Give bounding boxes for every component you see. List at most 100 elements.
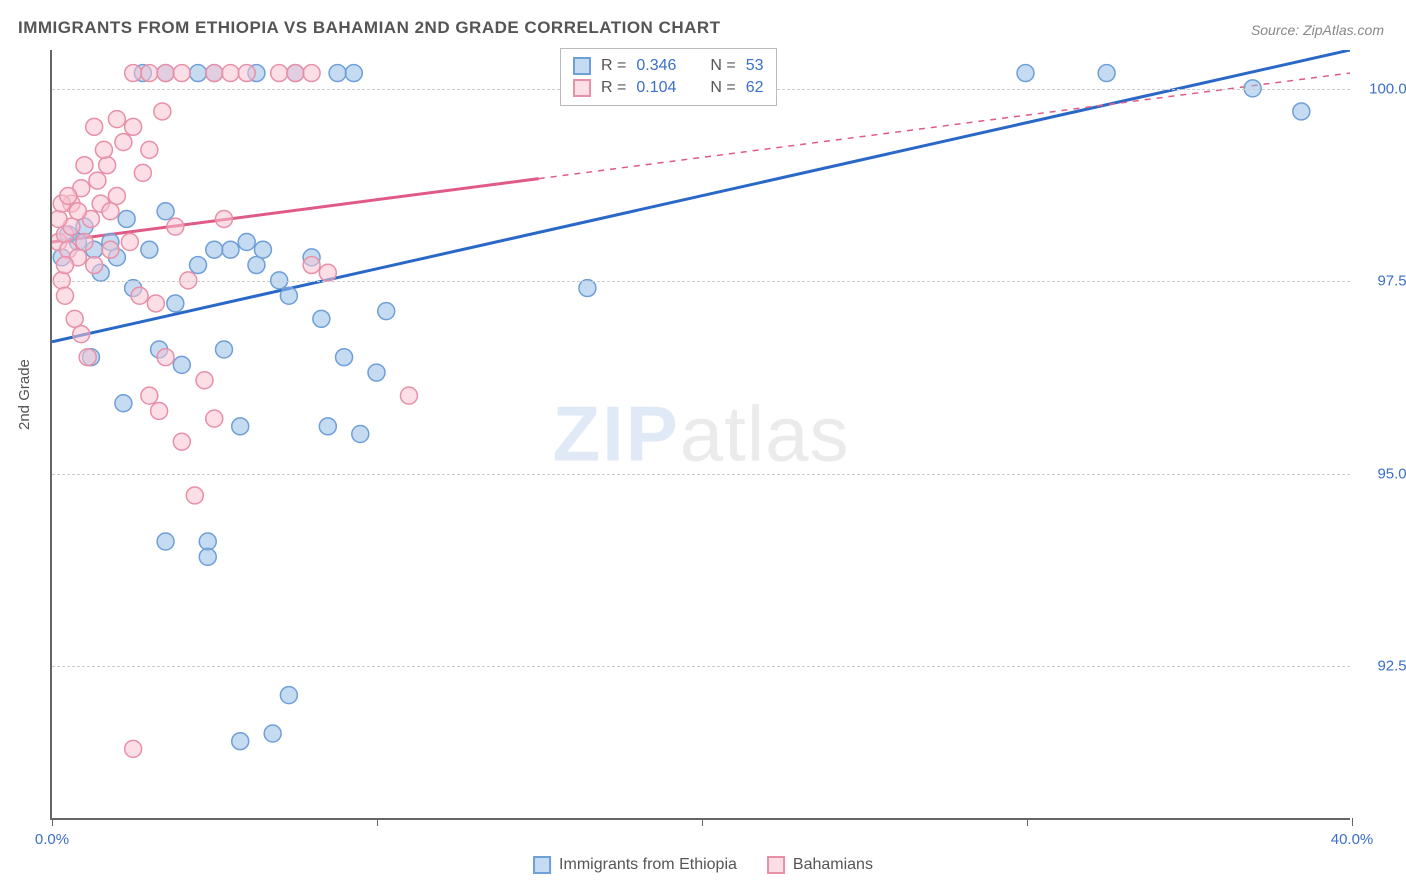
x-tick	[1027, 818, 1028, 826]
data-point	[336, 349, 353, 366]
legend-swatch	[767, 856, 785, 874]
data-point	[141, 65, 158, 82]
x-tick	[52, 818, 53, 826]
data-point	[167, 218, 184, 235]
data-point	[206, 65, 223, 82]
data-point	[199, 533, 216, 550]
y-axis-label: 2nd Grade	[16, 359, 33, 430]
chart-svg	[52, 50, 1350, 818]
data-point	[115, 395, 132, 412]
data-point	[190, 65, 207, 82]
data-point	[151, 402, 168, 419]
data-point	[215, 341, 232, 358]
data-point	[60, 187, 77, 204]
data-point	[95, 141, 112, 158]
data-point	[313, 310, 330, 327]
data-point	[1293, 103, 1310, 120]
correlation-stats-box: R = 0.346 N = 53 R = 0.104 N = 62	[560, 48, 777, 106]
data-point	[157, 533, 174, 550]
x-tick-label: 0.0%	[35, 831, 69, 848]
gridline-h	[52, 281, 1350, 282]
data-point	[222, 241, 239, 258]
y-tick-label: 97.5%	[1360, 273, 1406, 290]
data-point	[69, 203, 86, 220]
data-point	[73, 326, 90, 343]
data-point	[108, 187, 125, 204]
data-point	[131, 287, 148, 304]
data-point	[157, 203, 174, 220]
n-value: 53	[746, 57, 764, 75]
data-point	[287, 65, 304, 82]
data-point	[125, 118, 142, 135]
x-tick-label: 40.0%	[1331, 831, 1374, 848]
r-label: R =	[601, 57, 626, 75]
legend-item: Immigrants from Ethiopia	[533, 856, 737, 874]
data-point	[232, 418, 249, 435]
y-tick-label: 92.5%	[1360, 658, 1406, 675]
data-point	[134, 164, 151, 181]
r-value: 0.346	[636, 57, 676, 75]
n-value: 62	[746, 79, 764, 97]
data-point	[319, 418, 336, 435]
data-point	[190, 257, 207, 274]
data-point	[52, 210, 67, 227]
source-attribution: Source: ZipAtlas.com	[1251, 22, 1384, 38]
data-point	[303, 65, 320, 82]
data-point	[157, 349, 174, 366]
data-point	[319, 264, 336, 281]
gridline-h	[52, 666, 1350, 667]
x-tick	[377, 818, 378, 826]
n-label: N =	[710, 57, 735, 75]
r-label: R =	[601, 79, 626, 97]
data-point	[1017, 65, 1034, 82]
data-point	[280, 287, 297, 304]
data-point	[79, 349, 96, 366]
data-point	[121, 234, 138, 251]
n-label: N =	[710, 79, 735, 97]
data-point	[56, 257, 73, 274]
data-point	[56, 287, 73, 304]
data-point	[186, 487, 203, 504]
data-point	[1098, 65, 1115, 82]
data-point	[125, 740, 142, 757]
data-point	[76, 234, 93, 251]
legend-label: Immigrants from Ethiopia	[559, 856, 737, 874]
data-point	[118, 210, 135, 227]
data-point	[167, 295, 184, 312]
data-point	[232, 733, 249, 750]
y-tick-label: 100.0%	[1360, 80, 1406, 97]
data-point	[400, 387, 417, 404]
data-point	[196, 372, 213, 389]
data-point	[215, 210, 232, 227]
data-point	[66, 310, 83, 327]
data-point	[280, 687, 297, 704]
data-point	[147, 295, 164, 312]
data-point	[86, 257, 103, 274]
legend-item: Bahamians	[767, 856, 873, 874]
data-point	[206, 410, 223, 427]
data-point	[254, 241, 271, 258]
data-point	[352, 426, 369, 443]
data-point	[271, 65, 288, 82]
data-point	[238, 65, 255, 82]
data-point	[248, 257, 265, 274]
legend-label: Bahamians	[793, 856, 873, 874]
data-point	[115, 134, 132, 151]
gridline-h	[52, 474, 1350, 475]
data-point	[141, 387, 158, 404]
data-point	[173, 356, 190, 373]
legend-swatch	[573, 79, 591, 97]
data-point	[102, 241, 119, 258]
data-point	[86, 118, 103, 135]
data-point	[173, 433, 190, 450]
stats-row: R = 0.104 N = 62	[573, 77, 764, 99]
plot-area: ZIPatlas 92.5%95.0%97.5%100.0%0.0%40.0%	[50, 50, 1350, 820]
data-point	[89, 172, 106, 189]
r-value: 0.104	[636, 79, 676, 97]
bottom-legend: Immigrants from Ethiopia Bahamians	[533, 856, 873, 874]
data-point	[76, 157, 93, 174]
data-point	[141, 241, 158, 258]
data-point	[378, 303, 395, 320]
data-point	[199, 548, 216, 565]
data-point	[222, 65, 239, 82]
